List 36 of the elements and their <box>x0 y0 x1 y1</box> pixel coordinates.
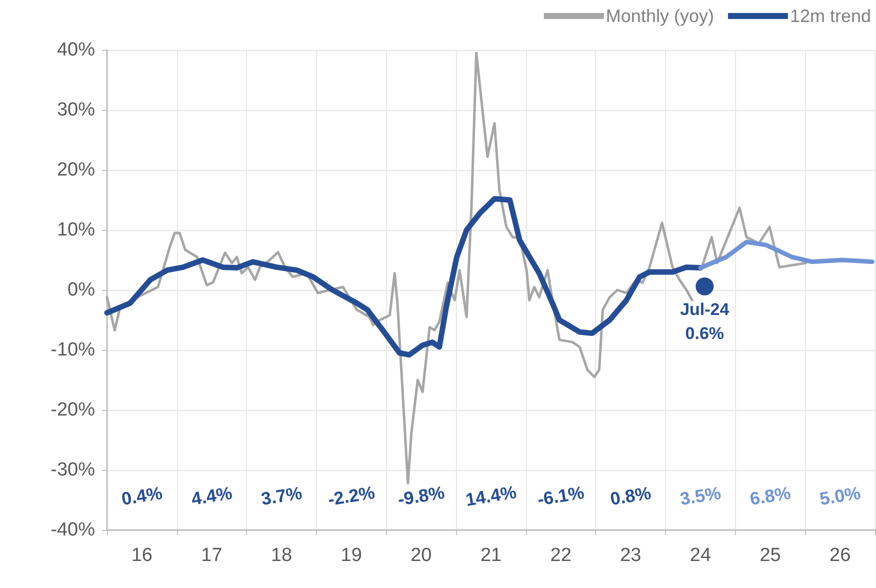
x-tick-label: 24 <box>690 545 712 566</box>
x-tick-label: 25 <box>760 545 781 566</box>
series-label: Jul-24 <box>680 300 730 319</box>
x-tick-label: 19 <box>340 545 362 566</box>
x-tick-label: 18 <box>270 545 292 566</box>
legend-label: 12m trend <box>790 6 872 26</box>
x-tick-label: 21 <box>480 545 502 566</box>
y-tick-label: 0% <box>68 280 96 300</box>
line-series <box>698 240 874 270</box>
y-tick-label: 30% <box>56 100 96 120</box>
annotation: 14.4% <box>464 482 518 510</box>
annotation: 3.7% <box>260 482 304 510</box>
x-tick-label: 22 <box>550 545 572 566</box>
y-tick-label: 40% <box>56 40 96 60</box>
annotation: 6.8% <box>748 482 792 510</box>
annotation: -6.1% <box>536 482 586 510</box>
y-tick-label: -10% <box>50 340 96 360</box>
x-tick-label: 20 <box>410 545 432 566</box>
y-tick-label: 20% <box>56 160 96 180</box>
y-tick-label: 10% <box>56 220 96 240</box>
y-tick-label: -20% <box>50 400 96 420</box>
x-tick-label: 17 <box>201 545 222 566</box>
annotation: 3.5% <box>678 482 722 510</box>
x-tick-label: 26 <box>830 545 851 566</box>
data-label: 0.6% <box>685 324 724 343</box>
y-tick-label: -40% <box>50 520 96 540</box>
legend-label: Monthly (yoy) <box>606 6 714 26</box>
x-tick-label: 16 <box>131 545 152 566</box>
annotation: 5.0% <box>818 482 862 510</box>
annotation: -2.2% <box>326 482 376 510</box>
x-tick-label: 23 <box>620 545 642 566</box>
annotation: 0.4% <box>120 482 164 510</box>
annotation: -9.8% <box>396 482 446 510</box>
annotation: 4.4% <box>190 482 234 510</box>
y-tick-label: -30% <box>50 460 96 480</box>
annotation: 0.8% <box>608 482 652 510</box>
